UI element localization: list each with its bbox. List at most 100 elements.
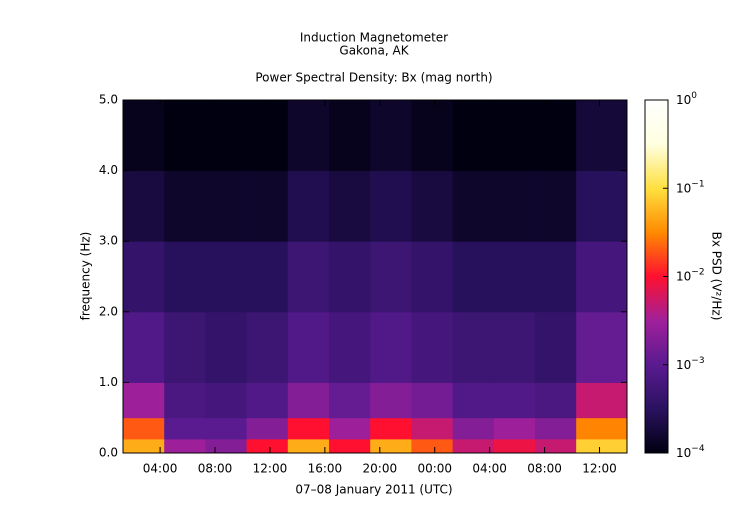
spectrogram-cell [370,100,412,172]
spectrogram-cell [164,438,206,454]
spectrogram-cell [328,417,371,440]
spectrogram-cell [493,241,536,313]
colorbar-tick-label: 10−2 [676,267,705,283]
colorbar-tick-label: 100 [676,91,697,107]
y-tick-label: 4.0 [99,163,118,177]
spectrogram-cell [287,438,330,454]
y-axis-label: frequency (Hz) [79,232,93,321]
spectrogram-cell [411,170,454,242]
spectrogram-cell [246,382,289,419]
spectrogram-cell [534,100,577,172]
spectrogram-cell [452,417,495,440]
spectrogram-cell [452,382,495,419]
spectrogram-cell [123,417,165,440]
x-tick-label: 04:00 [143,462,178,476]
spectrogram-cell [452,241,495,313]
spectrogram-cell [328,241,371,313]
spectrogram-cell [287,100,330,172]
spectrogram-cell [246,170,289,242]
spectrogram-cell [411,241,454,313]
spectrogram-cell [246,311,289,383]
x-tick-label: 20:00 [363,462,398,476]
chart-subtitle: Gakona, AK [339,44,409,58]
spectrogram-cell [534,382,577,419]
spectrogram-cell [493,100,536,172]
spectrogram-cell [452,438,495,454]
spectrogram-cell [164,100,206,172]
spectrogram-cell [164,417,206,440]
plot-frame [122,99,628,454]
spectrogram-cell [370,311,412,383]
spectrogram-cell [287,311,330,383]
spectrogram-cell [123,311,165,383]
colorbar-tick-base: 10 [676,446,691,460]
spectrogram-cell [576,170,628,242]
spectrogram-cell [287,170,330,242]
x-tick-label: 08:00 [198,462,233,476]
y-tick-label: 0.0 [99,446,118,460]
spectrogram-cell [246,438,289,454]
colorbar-tick-base: 10 [676,181,691,195]
spectrogram-cell [370,417,412,440]
spectrogram-cell [123,170,165,242]
spectrogram-cell [411,417,454,440]
spectrogram-cell [328,100,371,172]
spectrogram-cell [246,417,289,440]
colorbar-tick-base: 10 [676,357,691,371]
spectrogram-cell [576,100,628,172]
spectrogram-cell [411,382,454,419]
colorbar-tick-label: 10−1 [676,179,705,195]
x-tick-label: 12:00 [253,462,288,476]
spectrogram-cell [287,417,330,440]
spectrogram-cell [370,382,412,419]
spectrogram-cell [534,241,577,313]
spectrogram-cell [123,241,165,313]
spectrogram-cell [205,170,248,242]
spectrogram-cell [328,170,371,242]
spectrogram-cell [164,382,206,419]
y-tick-label: 1.0 [99,375,118,389]
spectrogram-cell [534,438,577,454]
spectrogram-cell [576,311,628,383]
y-tick-label: 5.0 [99,93,118,107]
y-tick-label: 2.0 [99,304,118,318]
spectrogram-cell [205,417,248,440]
spectrogram-cell [328,311,371,383]
colorbar-tick-base: 10 [676,93,691,107]
spectrogram-cell [493,417,536,440]
spectrogram-cell [328,382,371,419]
colorbar-label: Bx PSD (V²/Hz) [710,232,724,321]
spectrogram-cell [205,382,248,419]
colorbar-tick-exponent: −2 [691,267,704,277]
spectrogram-cell [370,438,412,454]
spectrogram-cell [452,311,495,383]
spectrogram-cell [287,382,330,419]
spectrogram-cell [246,241,289,313]
colorbar-tick-exponent: −1 [691,179,704,189]
x-tick-label: 08:00 [527,462,562,476]
x-axis-label: 07–08 January 2011 (UTC) [295,483,452,497]
colorbar-tick-base: 10 [676,269,691,283]
spectrogram-cell [576,438,628,454]
chart-title: Induction Magnetometer [300,31,448,45]
spectrogram-cell [123,100,165,172]
spectrogram-cell [123,382,165,419]
spectrogram-cell [205,241,248,313]
colorbar-tick-exponent: −3 [691,355,704,365]
plot-title: Power Spectral Density: Bx (mag north) [255,71,492,85]
spectrogram-cell [205,100,248,172]
spectrogram-cell [164,170,206,242]
spectrogram-cell [411,311,454,383]
spectrogram-cell [576,417,628,440]
spectrogram-cell [370,241,412,313]
spectrogram-cell [452,100,495,172]
spectrogram-cell [287,241,330,313]
spectrogram-cell [493,382,536,419]
spectrogram-cell [411,438,454,454]
spectrogram-cell [452,170,495,242]
spectrogram-cell [534,417,577,440]
spectrogram-cell [576,382,628,419]
spectrogram-cell [493,170,536,242]
colorbar-tick-label: 10−3 [676,355,705,371]
